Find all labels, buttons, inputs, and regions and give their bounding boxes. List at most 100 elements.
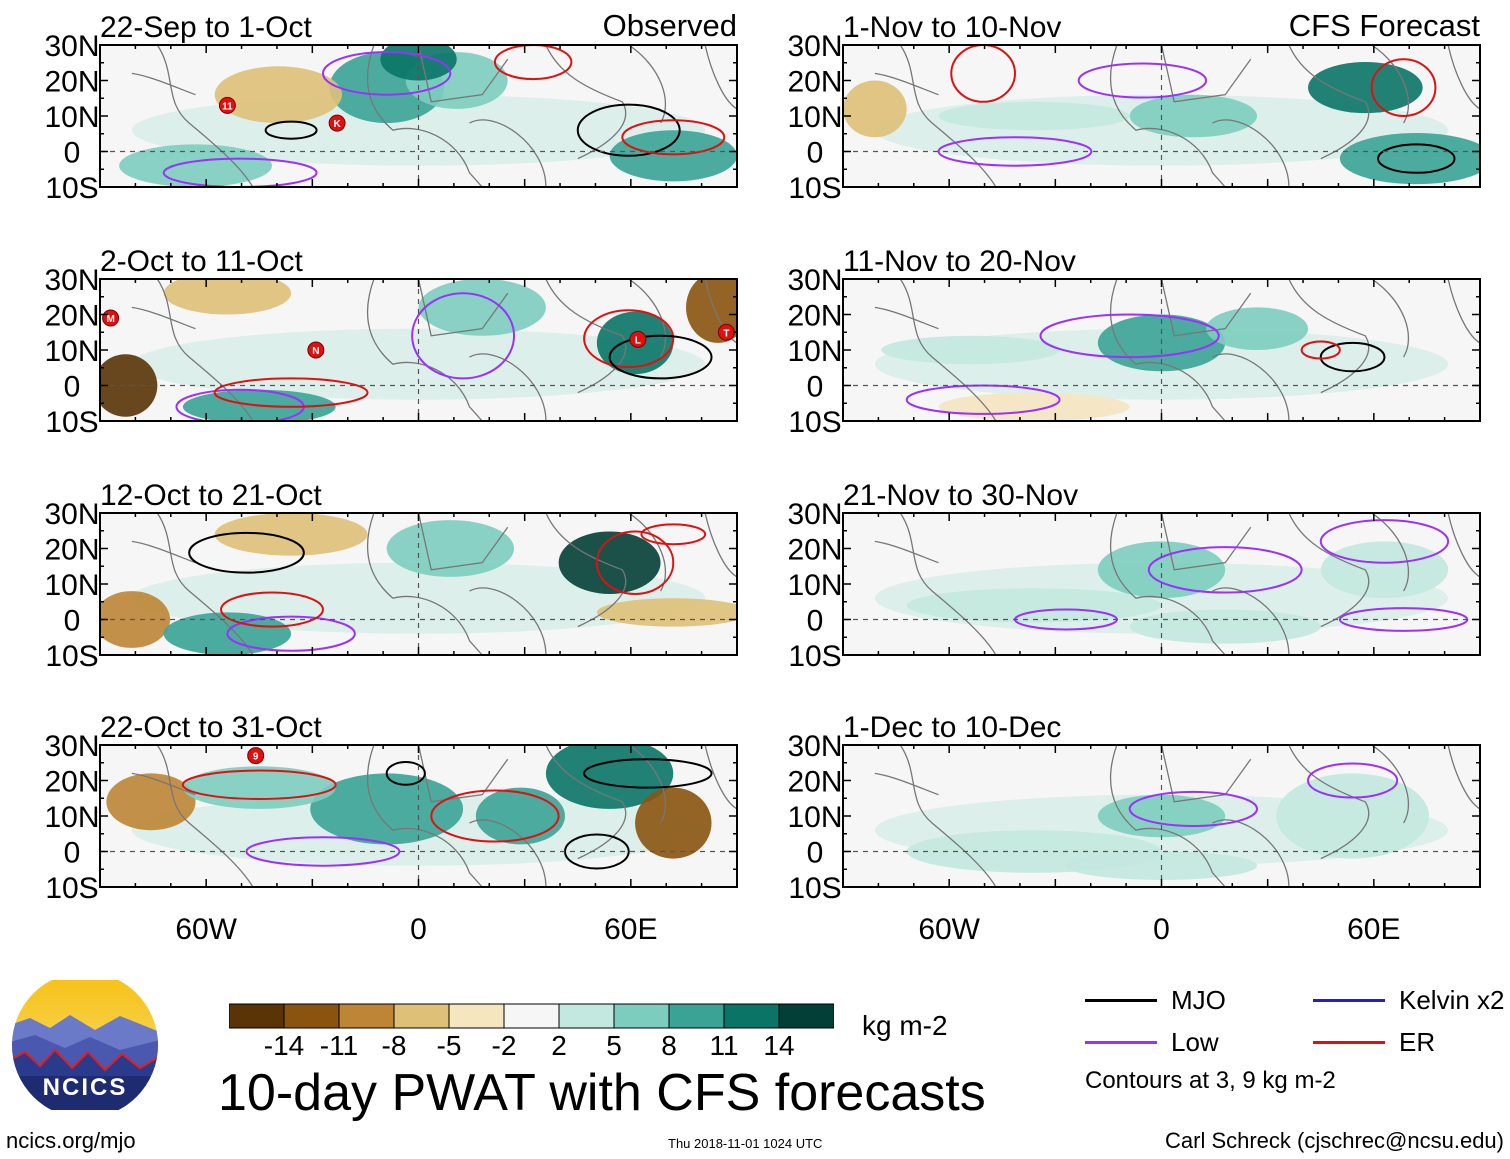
legend-label-mjo: MJO [1171, 985, 1226, 1015]
coastline [1109, 513, 1226, 655]
coastline [1288, 513, 1370, 628]
contour-line [411, 292, 516, 380]
legend-label-er: ER [1399, 1027, 1436, 1057]
coastline [469, 119, 547, 187]
y-tick-label: 30N [787, 498, 842, 531]
y-tick-label: 20N [787, 66, 842, 99]
legend-line-er [1313, 1041, 1385, 1044]
contour-line [181, 769, 337, 800]
y-tick-label: 20N [787, 766, 842, 799]
y-tick-label: 30N [787, 30, 842, 63]
footer-url[interactable]: ncics.org/mjo [6, 1128, 136, 1153]
anomaly-blob [881, 335, 1060, 365]
coastline [1371, 279, 1410, 358]
coastline [469, 819, 547, 887]
coastline [1212, 819, 1290, 887]
x-tick-label: 60W [918, 913, 980, 946]
y-tick-label: 20N [44, 300, 99, 333]
contour-line [950, 45, 1016, 103]
y-tick-label: 20N [787, 534, 842, 567]
anomaly-blob [1339, 133, 1480, 185]
storm-label: T [723, 328, 729, 339]
y-tick-label: 10S [788, 640, 841, 673]
coastline [1212, 119, 1290, 187]
y-tick-label: 10S [45, 172, 98, 205]
coastline [156, 513, 254, 655]
contour-line [595, 530, 675, 595]
contour-line [321, 51, 452, 96]
coastline [874, 306, 939, 330]
colorbar-swatch [229, 1003, 285, 1029]
coastline [1371, 745, 1410, 824]
anomaly-blob [131, 328, 706, 400]
contour-line [564, 833, 630, 870]
storm-label: K [333, 119, 341, 130]
colorbar-swatch [338, 1003, 395, 1029]
coastline [1288, 45, 1370, 160]
contour-line [1300, 340, 1341, 360]
storm-label: M [106, 314, 114, 325]
y-tick-label: 30N [787, 730, 842, 763]
anomaly-blob [906, 588, 1162, 623]
coastline [1212, 353, 1290, 421]
coastline [417, 513, 509, 571]
anomaly-blob [119, 144, 272, 187]
footer-author: Carl Schreck (cjschrec@ncsu.edu) [1165, 1128, 1504, 1153]
coastline [899, 745, 997, 887]
x-tick-label: 0 [410, 913, 427, 946]
storm-label: N [312, 346, 319, 357]
footer-timestamp: Thu 2018-11-01 1024 UTC [668, 1136, 823, 1151]
y-tick-label: 30N [787, 264, 842, 297]
coastline [874, 772, 939, 796]
colorbar-tick-label: 11 [709, 1030, 739, 1061]
coastline [1160, 279, 1252, 337]
anomaly-blob [131, 562, 706, 634]
anomaly-blob [100, 354, 158, 417]
colorbar-tick-label: 8 [661, 1030, 677, 1061]
coastline [704, 45, 737, 110]
anomaly-blob [386, 520, 515, 577]
contour-line [1319, 341, 1386, 373]
colorbar-swatch [558, 1003, 615, 1029]
coastline [545, 45, 627, 160]
coastline [417, 45, 509, 103]
anomaly-blob [1097, 541, 1226, 599]
forecast-label: CFS Forecast [1289, 8, 1481, 43]
figure-canvas: Observed CFS Forecast 22-Sep to 1-Oct 11 K… [44, 8, 1481, 946]
legend-note: Contours at 3, 9 kg m-2 [1085, 1067, 1336, 1094]
storm-marker: N [307, 341, 325, 359]
y-tick-label: 0 [807, 605, 824, 638]
coastline [1160, 45, 1252, 103]
coastline [1447, 745, 1480, 810]
coastline [1109, 279, 1226, 421]
y-tick-label: 30N [44, 264, 99, 297]
coastline [1447, 513, 1480, 578]
y-tick-label: 10S [45, 872, 98, 905]
contour-line [1128, 790, 1259, 827]
panel-field [843, 513, 1480, 655]
anomaly-blob [214, 513, 368, 556]
contour-line [583, 309, 675, 369]
coastline [628, 745, 667, 824]
y-tick-label: 10S [788, 872, 841, 905]
anomaly-blob [1320, 541, 1449, 599]
panel-field: 9 [100, 745, 737, 887]
y-tick-label: 0 [807, 837, 824, 870]
contour-line [1147, 546, 1303, 594]
panel-title: 11-Nov to 20-Nov [843, 245, 1076, 278]
y-tick-label: 0 [64, 137, 81, 170]
panel-title: 1-Dec to 10-Dec [843, 711, 1061, 744]
coastline [1160, 745, 1252, 803]
colorbar-tick-label: 5 [606, 1030, 622, 1061]
anomaly-blob [214, 66, 343, 124]
panel-field [843, 745, 1480, 887]
panel-field: M N L T [100, 279, 737, 421]
logo-text: NCICS [43, 1074, 128, 1101]
coastline [899, 45, 997, 187]
storm-marker: M [102, 309, 120, 327]
y-tick-label: 30N [44, 498, 99, 531]
